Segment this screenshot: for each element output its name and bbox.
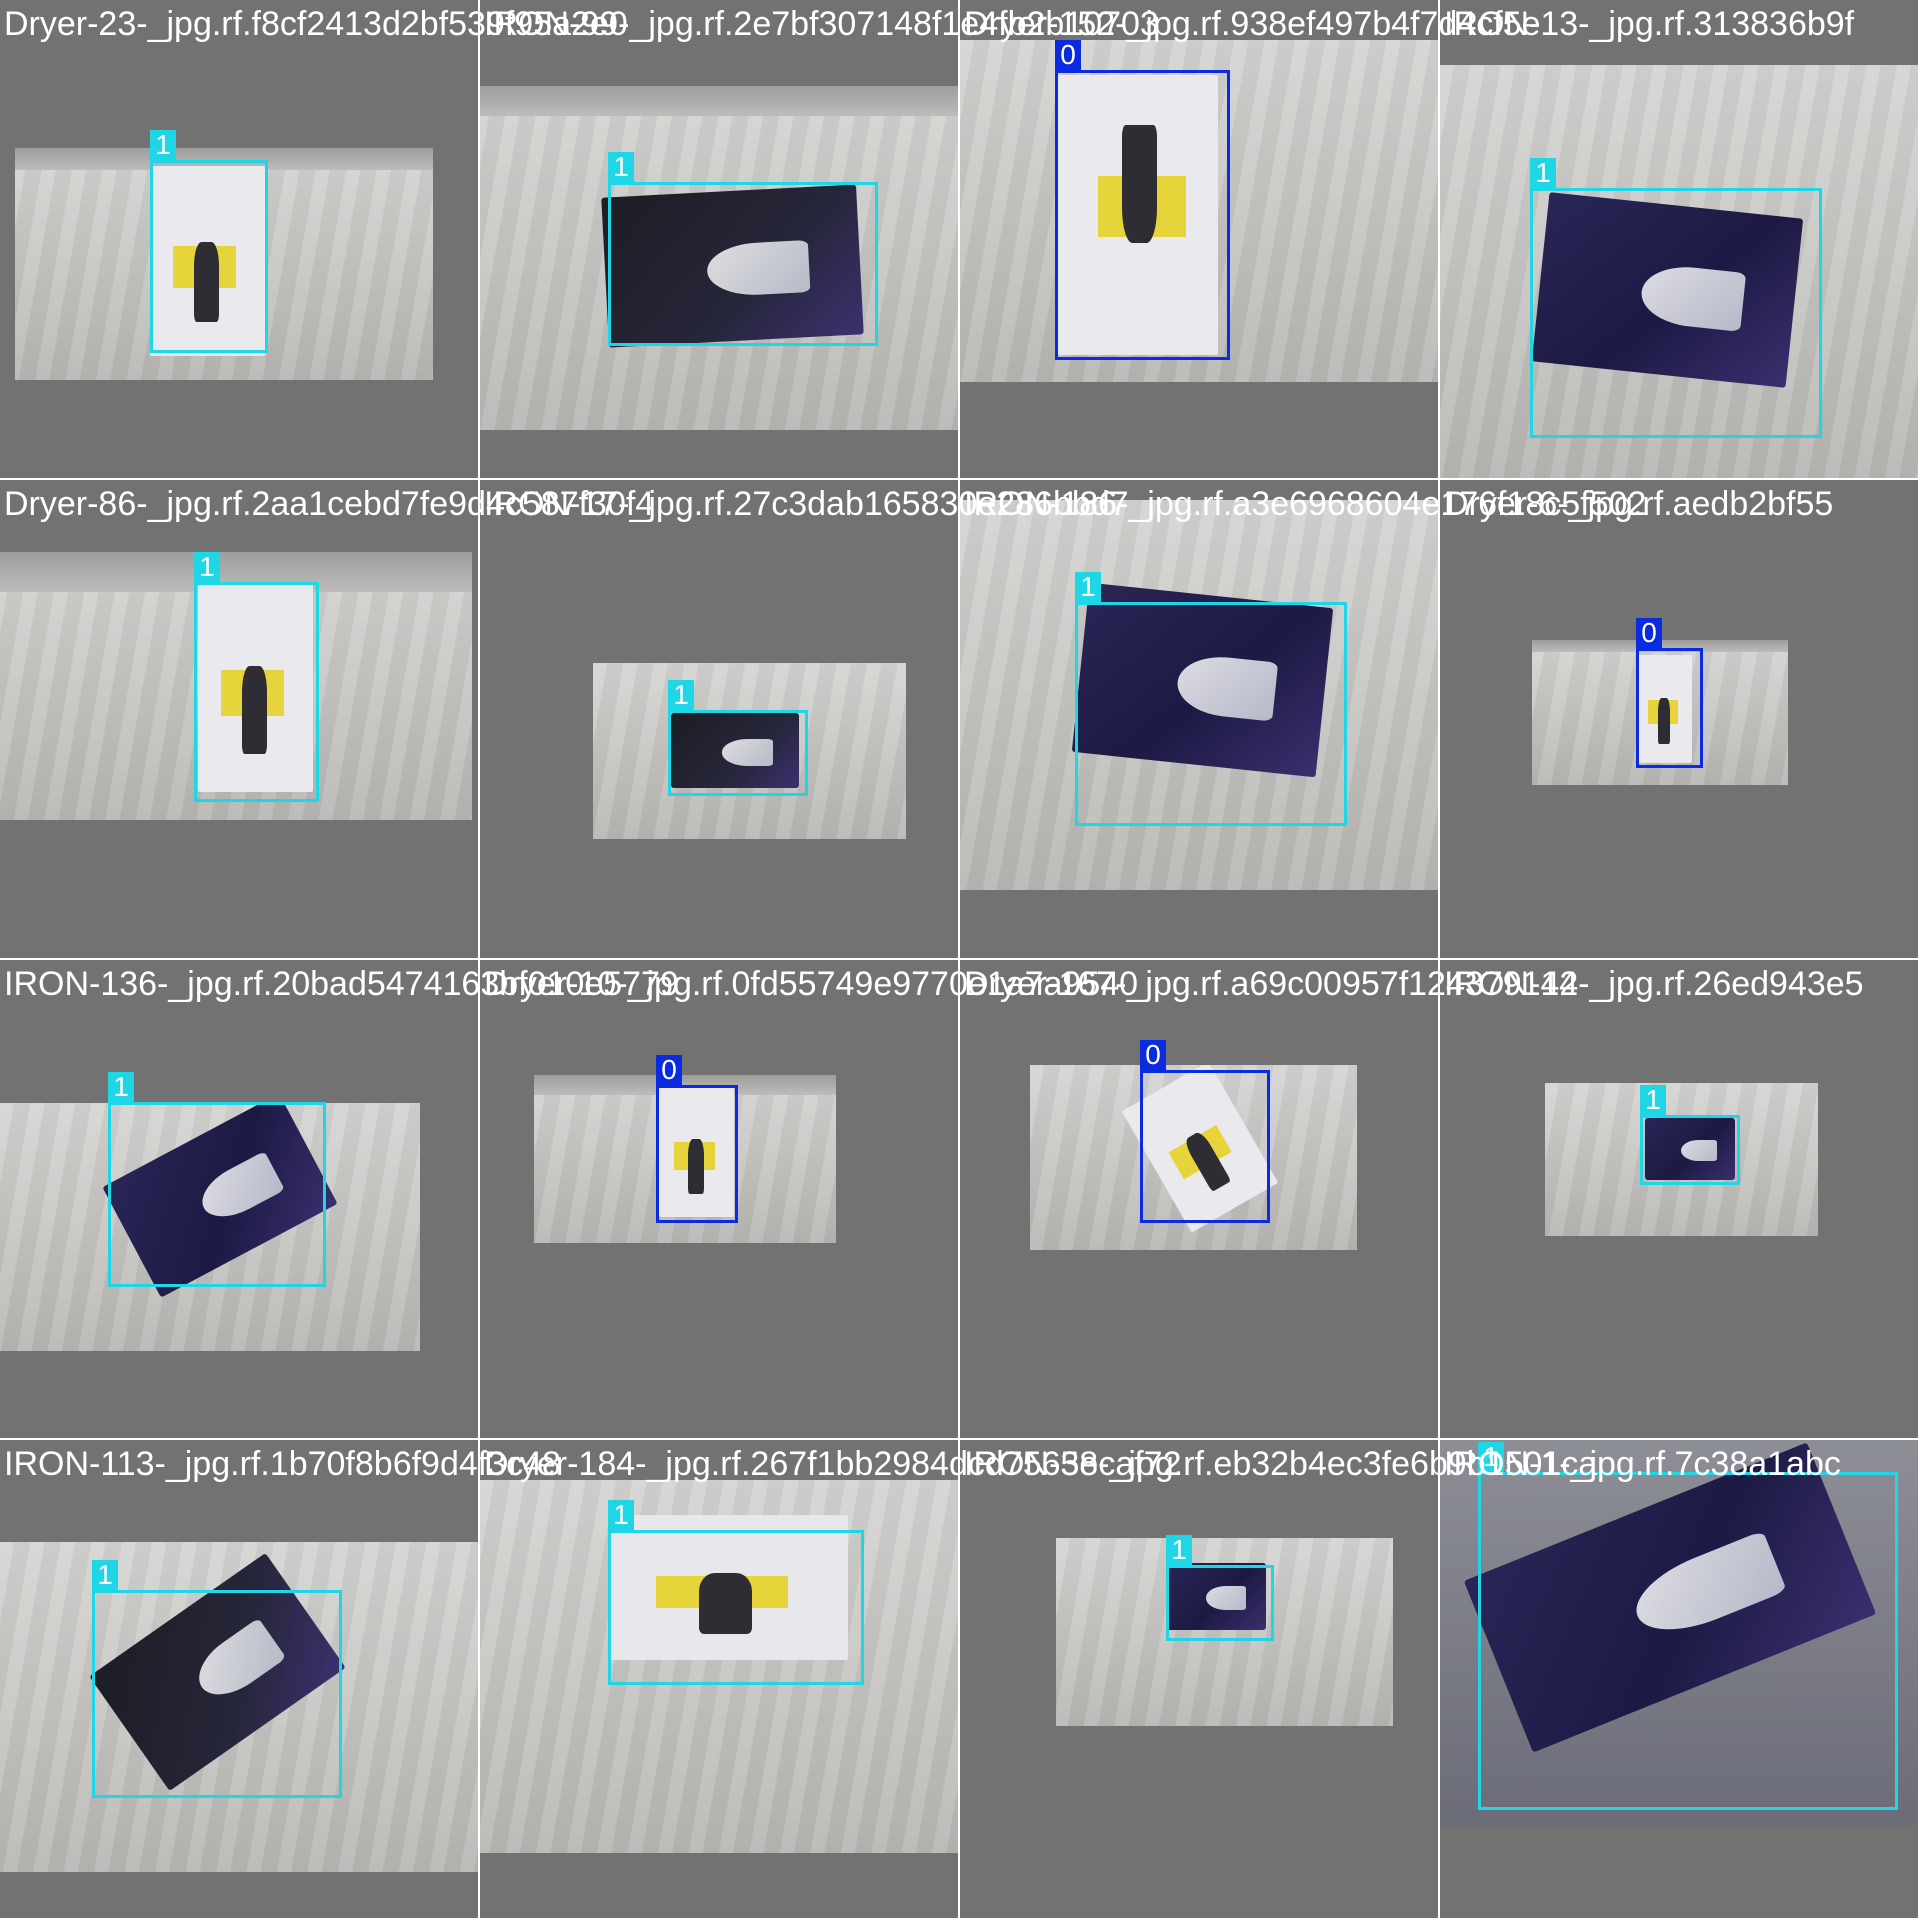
class-label: 1 [1075,572,1101,602]
tile-title: IRON-14-_jpg.rf.26ed943e5 [1444,965,1864,1003]
class-label: 1 [92,1560,118,1590]
bounding-box: 1 [608,152,878,346]
tile-title: IRON-1-_jpg.rf.7c38a1abc [1444,1445,1841,1483]
bounding-box: 1 [1166,1535,1274,1641]
tile-iron-17: 1 [480,480,958,958]
class-label: 1 [608,152,634,182]
tile-dryer-6: 0 [1440,480,1918,958]
tile-title: IRON-17-_jpg.rf.27c3dab165830e286bbd7 [484,485,1129,523]
grid-divider [1918,0,1920,1920]
tile-dryer-167: 0 [960,960,1438,1438]
bounding-box: 0 [1055,40,1230,360]
photo [1532,640,1788,785]
bounding-box: 1 [92,1560,342,1798]
photo [0,1542,478,1872]
product-box [1166,1563,1266,1630]
class-label: 1 [108,1072,134,1102]
class-label: 0 [656,1055,682,1085]
tile-title: IRON-99-_jpg.rf.2e7bf307148f1e4fb2b10703 [484,5,1159,43]
product-box [150,166,265,356]
grid-divider [1438,0,1440,1920]
tile-dryer-152: 0 [960,0,1438,478]
product-box [1637,655,1692,763]
grid-divider [0,1918,1920,1920]
tile-iron-1: 1 [1440,1440,1918,1918]
photo [0,552,472,820]
product-box [1645,1118,1735,1180]
photo [1545,1083,1818,1236]
class-label: 0 [1636,618,1662,648]
tile-title: IRON-58-_jpg.rf.eb32b4ec3fe6b9b1501ca [964,1445,1598,1483]
tile-dryer-23: 1 [0,0,478,478]
tile-title: Dryer-86-_jpg.rf.2aa1cebd7fe9d4c587f30f4 [4,485,655,523]
tile-title: IRON-186-_jpg.rf.a3e6968604e176f18c5f502 [964,485,1647,523]
photo [1056,1538,1393,1726]
class-label: 1 [1640,1085,1666,1115]
photo [480,86,958,430]
product-box [608,1515,848,1660]
photo [1030,1065,1357,1250]
class-label: 0 [1055,40,1081,70]
bounding-box: 1 [1530,158,1822,438]
tile-dryer-86: 1 [0,480,478,958]
grid-divider [0,478,1920,480]
tile-iron-99: 1 [480,0,958,478]
bounding-box: 0 [1140,1040,1270,1223]
tile-iron-136: 1 [0,960,478,1438]
tile-title: Dryer-10-_jpg.rf.0fd55749e9770e1a7a9540 [484,965,1139,1003]
tile-title: Dryer-184-_jpg.rf.267f1bb2984dcd7563ecaf… [484,1445,1182,1483]
class-label: 1 [1478,1442,1504,1472]
tile-title: IRON-13-_jpg.rf.313836b9f [1444,5,1855,43]
photo [593,663,906,839]
tile-iron-113: 1 [0,1440,478,1918]
grid-divider [0,1438,1920,1440]
tile-dryer-184: 1 [480,1440,958,1918]
photo [960,40,1438,382]
photo [1440,65,1918,478]
class-label: 1 [608,1500,634,1530]
tile-title: IRON-136-_jpg.rf.20bad5474163bf010e5779 [4,965,679,1003]
class-label: 0 [1140,1040,1166,1070]
grid-divider [0,958,1920,960]
bounding-box: 1 [1478,1442,1898,1810]
bounding-box: 0 [1636,618,1703,768]
tile-title: Dryer-152-_jpg.rf.938ef497b4f7d4cf5e [964,5,1541,43]
product-box [659,1087,734,1217]
tile-title: IRON-113-_jpg.rf.1b70f8b6f9d4f3c48 [4,1445,561,1483]
bounding-box: 1 [1075,572,1347,826]
bounding-box: 1 [108,1072,326,1287]
tile-title: Dryer-6-_jpg.rf.aedb2bf55 [1444,485,1834,523]
class-label: 1 [150,130,176,160]
product-box [198,582,313,792]
grid-divider [958,0,960,1920]
tile-iron-14: 1 [1440,960,1918,1438]
bounding-box: 1 [668,680,808,796]
bounding-box: 0 [656,1055,738,1223]
bounding-box: 1 [608,1500,864,1685]
grid-divider [478,0,480,1920]
product-box [671,713,799,788]
photo [1440,1440,1918,1825]
bounding-box: 1 [194,552,319,802]
class-label: 1 [1530,158,1556,188]
photo [480,1480,958,1853]
tile-iron-186: 1 [960,480,1438,958]
tile-dryer-10: 0 [480,960,958,1438]
tile-title: Dryer-167-_jpg.rf.a69c00957f124379142 [964,965,1579,1003]
class-label: 1 [668,680,694,710]
class-label: 1 [1166,1535,1192,1565]
tile-title: Dryer-23-_jpg.rf.f8cf2413d2bf539f95a2e0 [4,5,628,43]
class-label: 1 [194,552,220,582]
photo [15,148,433,380]
bounding-box: 1 [1640,1085,1740,1185]
photo [534,1075,836,1243]
photo [0,1103,420,1351]
tile-iron-58: 1 [960,1440,1438,1918]
bounding-box: 1 [150,130,268,353]
tile-iron-13: 1 [1440,0,1918,478]
